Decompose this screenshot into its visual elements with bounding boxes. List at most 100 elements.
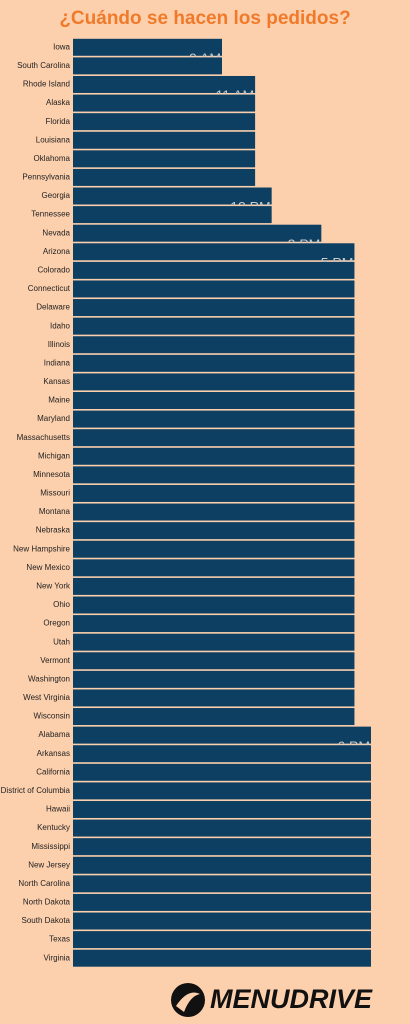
bar — [73, 596, 355, 614]
bar — [73, 373, 355, 391]
y-tick-label: Virginia — [43, 953, 70, 962]
y-tick-label: Colorado — [38, 265, 71, 274]
bar — [73, 261, 355, 279]
y-tick-label: Pennsylvania — [22, 173, 70, 182]
y-tick-label: Missouri — [40, 489, 70, 498]
bar — [73, 429, 355, 447]
y-tick-label: Washington — [28, 674, 70, 683]
bar — [73, 819, 371, 837]
bar — [73, 57, 222, 75]
bar — [73, 336, 355, 354]
y-tick-label: Nebraska — [36, 526, 71, 535]
bar — [73, 782, 371, 800]
y-tick-label: South Dakota — [22, 916, 71, 925]
y-tick-label: Utah — [53, 637, 70, 646]
y-tick-label: District of Columbia — [1, 786, 71, 795]
bar — [73, 875, 371, 893]
bar — [73, 94, 256, 112]
bar — [73, 299, 355, 317]
bar — [73, 243, 355, 261]
bar — [73, 912, 371, 930]
y-tick-label: New York — [36, 582, 71, 591]
bar — [73, 410, 355, 428]
bar — [73, 652, 355, 670]
bar — [73, 280, 355, 298]
y-tick-label: Nevada — [42, 228, 70, 237]
y-tick-label: Hawaii — [46, 805, 70, 814]
y-tick-label: Delaware — [36, 303, 70, 312]
chart-title: ¿Cuándo se hacen los pedidos? — [59, 8, 350, 29]
bar — [73, 503, 355, 521]
bar — [73, 75, 256, 93]
y-tick-label: West Virginia — [23, 693, 70, 702]
bar — [73, 131, 256, 149]
y-tick-label: New Hampshire — [13, 544, 70, 553]
y-tick-label: Mississippi — [31, 842, 70, 851]
bar — [73, 466, 355, 484]
bar — [73, 38, 222, 56]
logo-icon-swoosh — [176, 992, 200, 1012]
y-tick-label: New Jersey — [28, 860, 70, 869]
bar — [73, 838, 371, 856]
bar — [73, 949, 371, 967]
y-tick-label: Kentucky — [37, 823, 70, 832]
y-tick-label: Rhode Island — [23, 80, 70, 89]
y-tick-label: Wisconsin — [34, 712, 70, 721]
bar — [73, 615, 355, 633]
logo-text: MENUDRIVE — [210, 984, 373, 1014]
y-tick-label: Indiana — [44, 358, 71, 367]
bar — [73, 224, 322, 242]
bar — [73, 670, 355, 688]
bar — [73, 484, 355, 502]
y-tick-label: Arkansas — [37, 749, 70, 758]
y-tick-label: Michigan — [38, 451, 70, 460]
y-tick-label: Oregon — [43, 619, 70, 628]
y-tick-label: Montana — [39, 507, 71, 516]
y-tick-label: North Dakota — [23, 898, 71, 907]
bar — [73, 856, 371, 874]
y-tick-label: North Carolina — [18, 879, 70, 888]
y-tick-label: Texas — [49, 935, 70, 944]
y-tick-label: Georgia — [42, 191, 71, 200]
bar — [73, 540, 355, 558]
logo: MENUDRIVE — [171, 983, 373, 1017]
bar — [73, 559, 355, 577]
y-tick-label: Alabama — [38, 730, 70, 739]
y-tick-label: Louisiana — [36, 135, 71, 144]
bar — [73, 763, 371, 781]
y-tick-label: Tennessee — [31, 210, 70, 219]
bar — [73, 726, 371, 744]
bar — [73, 317, 355, 335]
y-tick-label: Maine — [48, 396, 70, 405]
bar — [73, 689, 355, 707]
y-tick-label: Ohio — [53, 600, 70, 609]
y-tick-label: Maryland — [37, 414, 70, 423]
y-tick-label: Massachusetts — [17, 433, 70, 442]
bar — [73, 931, 371, 949]
bar — [73, 447, 355, 465]
bar — [73, 150, 256, 168]
y-tick-label: South Carolina — [17, 61, 70, 70]
y-tick-label: Illinois — [48, 340, 70, 349]
y-tick-label: New Mexico — [26, 563, 70, 572]
bar — [73, 577, 355, 595]
bar — [73, 800, 371, 818]
y-tick-label: Alaska — [46, 98, 71, 107]
y-tick-label: Arizona — [43, 247, 71, 256]
y-tick-label: Florida — [46, 117, 71, 126]
bar — [73, 522, 355, 540]
y-tick-label: Oklahoma — [34, 154, 71, 163]
y-tick-label: Iowa — [53, 42, 70, 51]
bar — [73, 168, 256, 186]
bar — [73, 633, 355, 651]
bar — [73, 708, 355, 726]
y-tick-label: Connecticut — [28, 284, 71, 293]
bar — [73, 206, 272, 224]
y-tick-label: California — [36, 767, 70, 776]
bar — [73, 745, 371, 763]
y-tick-label: Vermont — [40, 656, 71, 665]
bar — [73, 187, 272, 205]
y-tick-label: Kansas — [43, 377, 70, 386]
bar — [73, 893, 371, 911]
